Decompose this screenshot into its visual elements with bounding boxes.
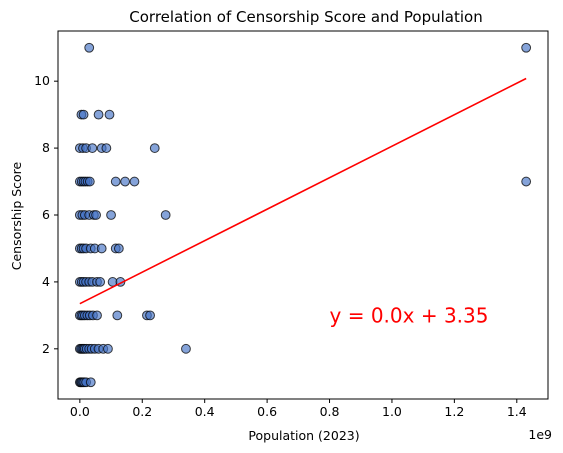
data-point (522, 43, 531, 52)
data-point (522, 177, 531, 186)
chart-title: Correlation of Censorship Score and Popu… (129, 8, 482, 26)
y-axis-label: Censorship Score (9, 161, 24, 270)
data-point (130, 177, 139, 186)
data-point (113, 311, 122, 320)
x-tick-label: 0.4 (195, 404, 215, 419)
data-point (94, 110, 103, 119)
data-point (92, 211, 101, 220)
x-tick-label: 0.0 (70, 404, 90, 419)
y-tick-label: 8 (42, 140, 50, 155)
data-point (79, 110, 88, 119)
data-point (114, 244, 123, 253)
data-point (105, 110, 114, 119)
data-point (85, 43, 94, 52)
x-tick-label: 1.2 (444, 404, 464, 419)
y-tick-label: 2 (42, 341, 50, 356)
y-tick-label: 6 (42, 207, 50, 222)
regression-equation: y = 0.0x + 3.35 (330, 303, 489, 327)
data-point (121, 177, 130, 186)
plot-area: 0.0 0.2 0.4 0.6 0.8 1.0 1.2 1.4 2 4 6 8 10 (34, 31, 548, 419)
data-point (111, 177, 120, 186)
data-point (96, 278, 105, 287)
data-point (88, 144, 97, 153)
y-tick-label: 4 (42, 274, 50, 289)
data-point (104, 344, 113, 353)
x-axis-label: Population (2023) (248, 428, 359, 443)
data-point (102, 144, 111, 153)
data-point (150, 144, 159, 153)
x-tick-label: 1.0 (382, 404, 402, 419)
x-tick-label: 0.6 (257, 404, 277, 419)
data-point (182, 344, 191, 353)
x-tick-label: 0.2 (132, 404, 152, 419)
data-point (93, 311, 102, 320)
plot-frame (58, 31, 548, 399)
data-point (107, 211, 116, 220)
y-tick-label: 10 (34, 73, 50, 88)
x-axis-offset-label: 1e9 (528, 427, 552, 442)
data-point (86, 378, 95, 387)
data-point (85, 177, 94, 186)
data-point (97, 244, 106, 253)
data-point (146, 311, 155, 320)
x-tick-label: 1.4 (507, 404, 527, 419)
x-tick-label: 0.8 (320, 404, 340, 419)
data-point (161, 211, 170, 220)
